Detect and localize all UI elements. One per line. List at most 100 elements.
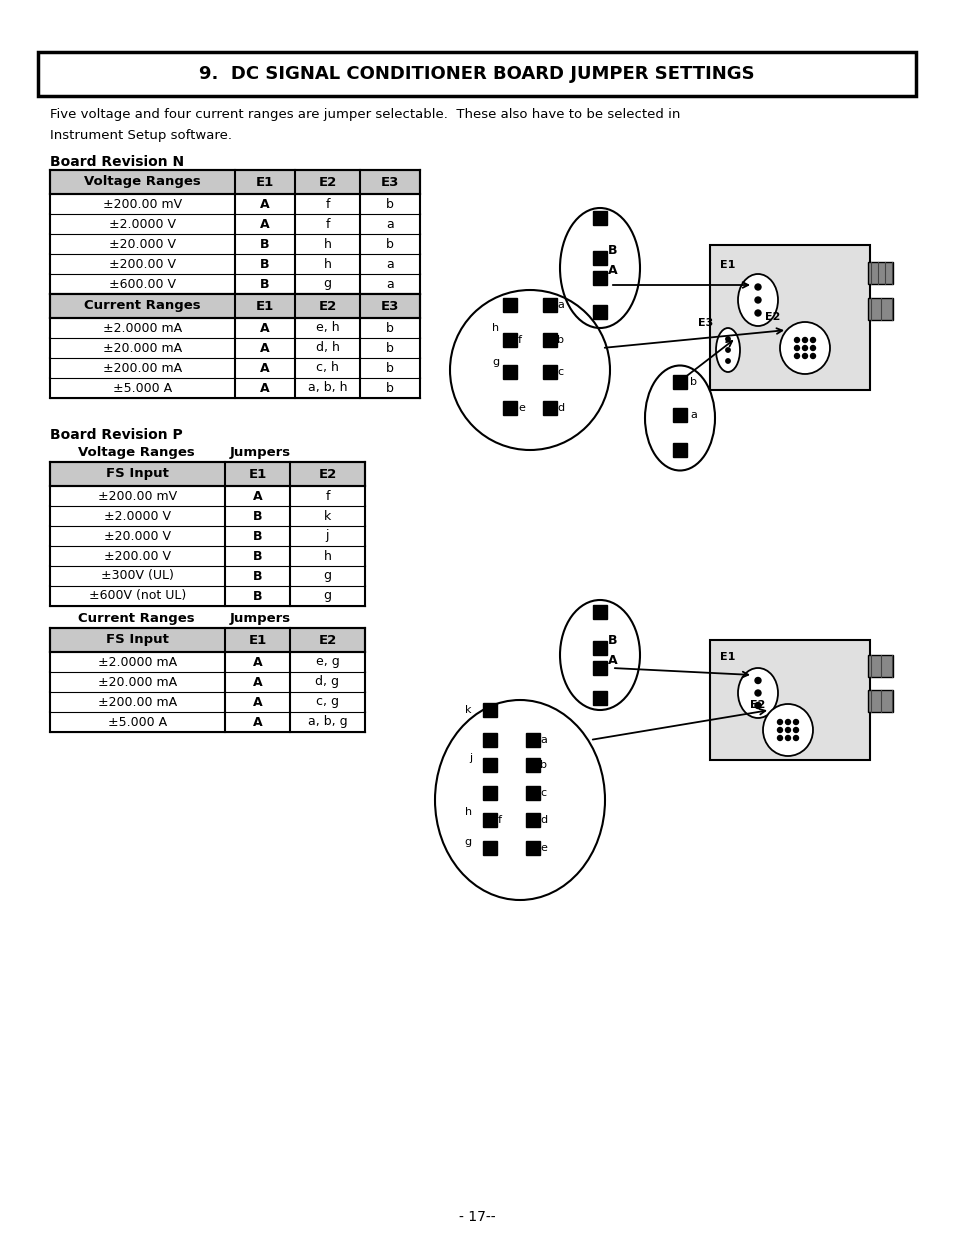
Text: d, h: d, h [315,342,339,354]
Text: d: d [539,815,547,825]
Circle shape [754,690,760,697]
Text: j: j [468,753,472,763]
Text: b: b [386,321,394,335]
Text: Five voltage and four current ranges are jumper selectable.  These also have to : Five voltage and four current ranges are… [50,107,679,142]
Text: Board Revision N: Board Revision N [50,156,184,169]
Bar [482,734,497,747]
Bar [672,408,686,422]
Text: b: b [386,362,394,374]
Text: E2: E2 [764,312,780,322]
Bar [542,333,557,347]
Text: a: a [539,735,546,745]
Text: b: b [386,237,394,251]
Text: e, g: e, g [315,656,339,668]
Circle shape [777,720,781,725]
Text: B: B [260,278,270,290]
Text: ±2.0000 mA: ±2.0000 mA [103,321,182,335]
Circle shape [777,736,781,741]
Text: Voltage Ranges: Voltage Ranges [84,175,201,189]
Text: E1: E1 [248,468,266,480]
Text: A: A [253,656,262,668]
Text: h: h [323,237,331,251]
Text: A: A [260,217,270,231]
Text: b: b [689,377,697,387]
Bar [525,841,539,855]
Bar [542,366,557,379]
Text: f: f [325,198,330,210]
Bar [593,661,606,676]
Circle shape [777,727,781,732]
Circle shape [801,337,806,342]
Circle shape [754,310,760,316]
Text: A: A [260,342,270,354]
Bar [867,655,892,677]
Text: g: g [323,569,331,583]
Text: g: g [323,589,331,603]
Ellipse shape [738,274,778,326]
Circle shape [794,337,799,342]
Text: B: B [253,569,262,583]
Text: h: h [323,550,331,562]
Text: f: f [497,815,501,825]
Text: ±200.00 V: ±200.00 V [109,258,175,270]
Ellipse shape [738,668,778,718]
Bar [525,785,539,800]
Bar [593,251,606,266]
Bar [482,758,497,772]
Bar [482,841,497,855]
Circle shape [784,720,790,725]
Bar [593,692,606,705]
Text: A: A [253,715,262,729]
Bar [38,52,915,96]
Text: a: a [386,258,394,270]
Text: E1: E1 [720,261,735,270]
Text: ±2.0000 V: ±2.0000 V [109,217,175,231]
Circle shape [754,703,760,709]
Bar [542,298,557,312]
Text: ±20.000 mA: ±20.000 mA [103,342,182,354]
Text: 9.  DC SIGNAL CONDITIONER BOARD JUMPER SETTINGS: 9. DC SIGNAL CONDITIONER BOARD JUMPER SE… [199,65,754,83]
Text: ±2.0000 V: ±2.0000 V [104,510,171,522]
Bar [502,366,517,379]
Text: f: f [517,335,521,345]
Text: b: b [386,342,394,354]
Text: A: A [260,362,270,374]
Bar [502,298,517,312]
Circle shape [810,337,815,342]
Text: E1: E1 [720,652,735,662]
Text: k: k [323,510,331,522]
Text: B: B [607,243,617,257]
Text: B: B [253,510,262,522]
Text: a, b, g: a, b, g [308,715,347,729]
Text: E2: E2 [318,300,336,312]
Bar [525,813,539,827]
Text: ±600.00 V: ±600.00 V [109,278,175,290]
Circle shape [810,353,815,358]
Text: E2: E2 [749,700,764,710]
Circle shape [793,736,798,741]
Bar [593,270,606,285]
Bar [672,375,686,389]
Text: E2: E2 [318,634,336,646]
Text: g: g [492,357,498,367]
Circle shape [801,346,806,351]
Text: B: B [260,258,270,270]
Bar [672,443,686,457]
Circle shape [784,727,790,732]
Circle shape [794,353,799,358]
Ellipse shape [780,322,829,374]
Bar [867,298,892,320]
Bar [50,629,365,652]
Text: FS Input: FS Input [106,468,169,480]
Bar [482,703,497,718]
Text: Board Revision P: Board Revision P [50,429,183,442]
Text: e: e [539,844,546,853]
Bar [709,640,869,760]
Text: B: B [253,550,262,562]
Bar [482,813,497,827]
Bar [593,305,606,319]
Text: ±200.00 mA: ±200.00 mA [103,362,182,374]
Bar [525,758,539,772]
Text: FS Input: FS Input [106,634,169,646]
Bar [502,333,517,347]
